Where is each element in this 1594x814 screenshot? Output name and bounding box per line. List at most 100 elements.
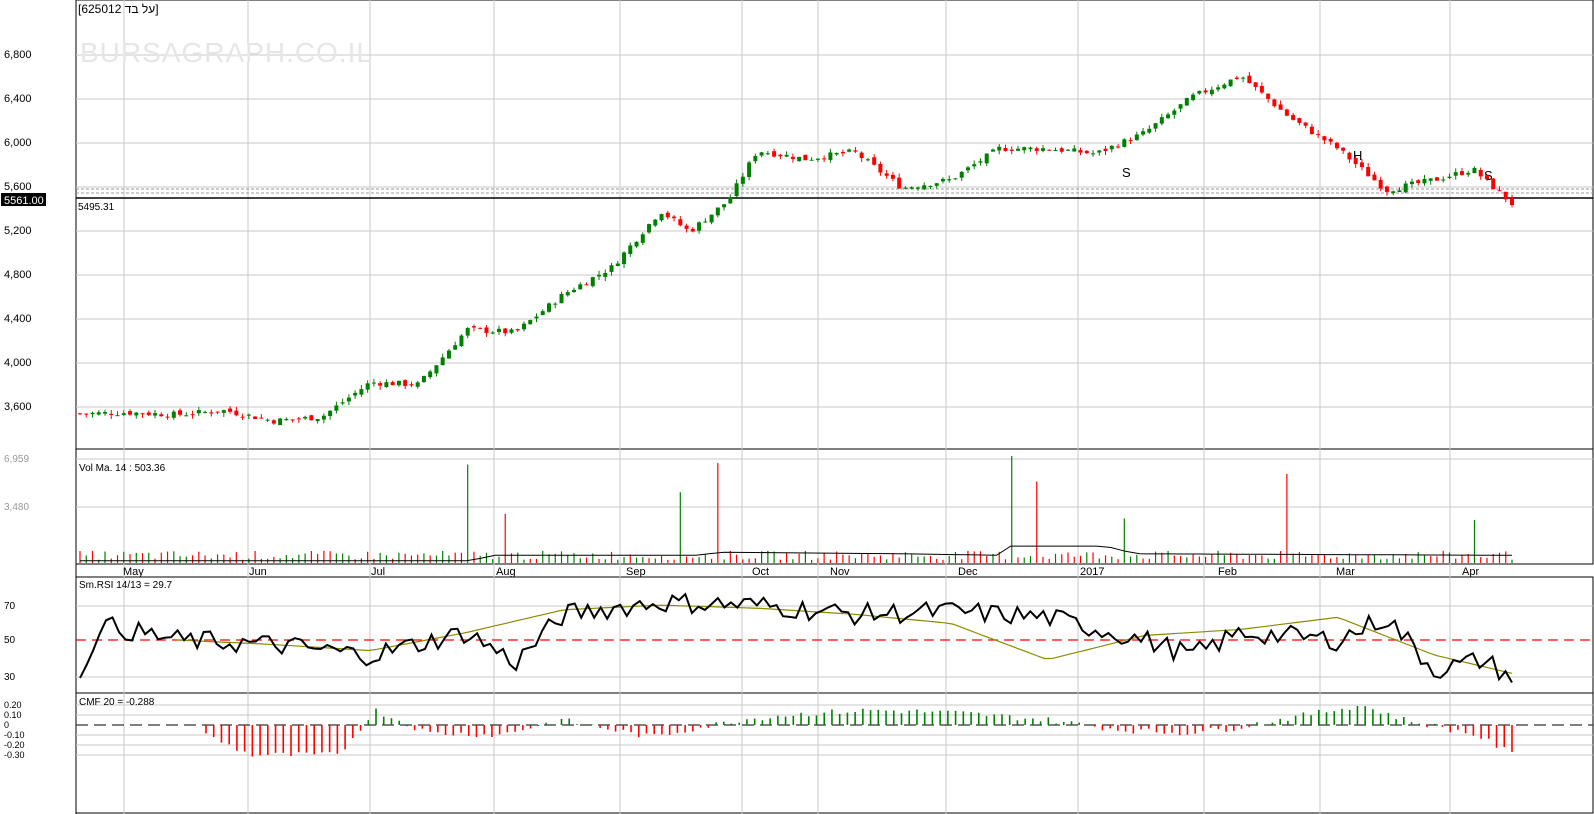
candle-body xyxy=(878,163,883,173)
candle-body xyxy=(734,183,739,197)
candle-body xyxy=(565,292,570,296)
candle-body xyxy=(1003,147,1008,152)
volume-ma-line xyxy=(80,545,1512,562)
candle-body xyxy=(1078,150,1083,153)
candle-body xyxy=(847,149,852,152)
candle-body xyxy=(290,419,295,421)
candle-body xyxy=(928,185,933,187)
candle-body xyxy=(478,327,483,329)
candle-body xyxy=(990,149,995,152)
cmf-panel xyxy=(75,692,1594,814)
candle-body xyxy=(1403,183,1408,193)
month-label: Jul xyxy=(371,566,385,578)
candle-body xyxy=(815,158,820,160)
candle-body xyxy=(253,416,258,420)
candle-body xyxy=(1391,191,1396,194)
candle-body xyxy=(1397,190,1402,192)
candle-body xyxy=(1009,149,1014,151)
candle-body xyxy=(578,284,583,290)
candle-body xyxy=(303,416,308,419)
candle-body xyxy=(203,411,208,413)
candle-body xyxy=(647,224,652,233)
candle-body xyxy=(1041,148,1046,151)
candle-body xyxy=(503,328,508,334)
candle-body xyxy=(1084,150,1089,154)
month-label: Aug xyxy=(496,566,516,578)
candle-body xyxy=(753,156,758,162)
candle-body xyxy=(978,161,983,163)
candlestick-series xyxy=(78,71,1514,426)
candle-body xyxy=(659,214,664,221)
candle-body xyxy=(328,410,333,417)
candle-body xyxy=(409,384,414,386)
price-tick-label: 4,000 xyxy=(4,357,32,369)
candle-body xyxy=(1459,171,1464,175)
candle-body xyxy=(790,156,795,160)
candle-body xyxy=(690,228,695,232)
month-label: Nov xyxy=(830,566,850,578)
candle-body xyxy=(1053,150,1058,152)
candle-body xyxy=(553,303,558,305)
candle-body xyxy=(121,413,126,415)
candle-body xyxy=(196,410,201,414)
volume-bars xyxy=(79,456,1513,563)
candle-body xyxy=(1372,174,1377,181)
candle-body xyxy=(1134,134,1139,141)
candle-body xyxy=(134,412,139,416)
candle-body xyxy=(934,183,939,186)
cmf-tick-label: 0.20 xyxy=(4,700,22,710)
candle-body xyxy=(1153,123,1158,129)
candle-body xyxy=(865,159,870,161)
candle-body xyxy=(684,225,689,229)
candle-body xyxy=(246,414,251,416)
month-label: Oct xyxy=(752,566,769,578)
candle-body xyxy=(572,289,577,293)
cmf-label: CMF 20 = -0.288 xyxy=(79,697,155,708)
candle-body xyxy=(1141,131,1146,135)
candle-body xyxy=(703,221,708,223)
candle-body xyxy=(859,152,864,159)
candle-body xyxy=(972,164,977,167)
candle-body xyxy=(622,252,627,265)
candle-body xyxy=(171,411,176,418)
candle-body xyxy=(215,411,220,413)
candle-body xyxy=(378,383,383,386)
volume-label: Vol Ma. 14 : 503.36 xyxy=(79,463,166,474)
candle-body xyxy=(1209,89,1214,95)
candle-body xyxy=(165,416,170,418)
candle-body xyxy=(1128,140,1133,142)
candle-body xyxy=(1178,104,1183,109)
candle-body xyxy=(1334,142,1339,149)
candle-body xyxy=(1091,153,1096,155)
price-tick-label: 6,000 xyxy=(4,137,32,149)
candle-body xyxy=(528,320,533,325)
candle-body xyxy=(209,412,214,414)
candle-body xyxy=(509,329,514,333)
candle-body xyxy=(947,179,952,181)
candle-body xyxy=(471,326,476,328)
candle-body xyxy=(584,284,589,286)
candle-body xyxy=(190,414,195,416)
price-tick-label: 6,400 xyxy=(4,93,32,105)
candle-body xyxy=(1472,167,1477,174)
candle-body xyxy=(897,177,902,189)
candle-body xyxy=(672,216,677,219)
candle-body xyxy=(1216,87,1221,90)
candle-body xyxy=(1353,158,1358,165)
candle-body xyxy=(521,323,526,330)
candle-body xyxy=(353,392,358,396)
candle-body xyxy=(1359,162,1364,168)
candle-body xyxy=(515,329,520,331)
candle-body xyxy=(740,176,745,184)
candle-body xyxy=(1434,177,1439,181)
candle-body xyxy=(784,154,789,157)
candle-body xyxy=(1116,146,1121,148)
candle-body xyxy=(415,382,420,387)
price-panel xyxy=(75,0,1594,450)
candle-body xyxy=(1297,118,1302,123)
candle-body xyxy=(1097,150,1102,153)
candle-body xyxy=(96,412,101,415)
candle-body xyxy=(1278,104,1283,110)
candle-body xyxy=(490,332,495,334)
candle-body xyxy=(1184,98,1189,106)
